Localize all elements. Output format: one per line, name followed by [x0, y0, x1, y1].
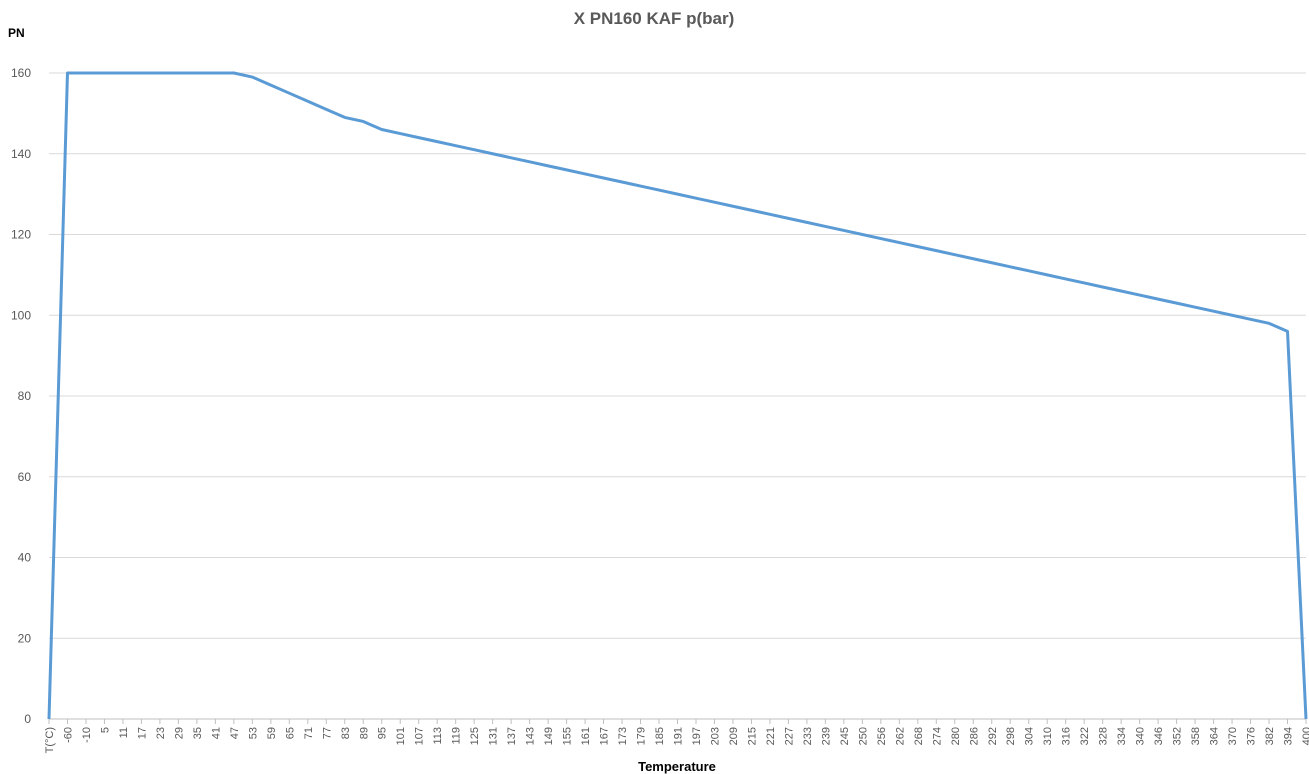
x-tick-label: 262 — [894, 727, 906, 745]
x-tick-label: 370 — [1227, 727, 1239, 745]
x-tick-label: 364 — [1209, 727, 1221, 745]
gridlines — [49, 72, 1306, 720]
series-line — [47, 71, 1308, 720]
x-tick-labels: T(°C) -60 -10 5 11 17 23 29 35 41 47 53 59 65 71 77 83 89… — [44, 719, 1309, 753]
x-tick-label: 143 — [525, 727, 537, 745]
x-tick-label: 23 — [155, 727, 167, 739]
x-tick-label: 95 — [377, 727, 389, 739]
x-tick-label: 17 — [136, 727, 148, 739]
x-tick-label: 334 — [1116, 727, 1128, 745]
x-tick-label: 29 — [173, 727, 185, 739]
x-tick-label: 280 — [950, 727, 962, 745]
x-tick-label: 47 — [229, 727, 241, 739]
x-tick-label: 209 — [728, 727, 740, 745]
x-tick-label: 173 — [617, 727, 629, 745]
y-tick-label: 20 — [18, 631, 32, 645]
x-tick-label: 268 — [913, 727, 925, 745]
x-tick-label: 221 — [765, 727, 777, 745]
x-tick-label: 83 — [340, 727, 352, 739]
x-tick-label: 179 — [636, 727, 648, 745]
x-tick-label: 352 — [1172, 727, 1184, 745]
x-tick-label: 5 — [99, 727, 111, 733]
x-tick-label: 161 — [580, 727, 592, 745]
x-tick-label: 53 — [247, 727, 259, 739]
x-tick-label: 394 — [1283, 727, 1295, 745]
x-tick-label: -60 — [62, 727, 74, 743]
x-tick-label: 256 — [876, 727, 888, 745]
x-tick-label: 376 — [1246, 727, 1258, 745]
x-tick-label: 119 — [451, 727, 463, 745]
x-tick-label: -10 — [81, 727, 93, 743]
chart-title: X PN160 KAF p(bar) — [574, 9, 735, 28]
x-tick-label: 89 — [358, 727, 370, 739]
x-tick-label: 274 — [931, 727, 943, 745]
x-tick-label: 167 — [599, 727, 611, 745]
x-tick-label: 233 — [802, 727, 814, 745]
x-tick-label: 191 — [673, 727, 685, 745]
x-tick-label: 11 — [118, 727, 130, 738]
x-tick-label: 59 — [266, 727, 278, 739]
y-tick-label: 80 — [18, 389, 32, 403]
y-tick-label: 100 — [11, 308, 31, 322]
x-tick-label: 185 — [654, 727, 666, 745]
x-tick-label: 346 — [1153, 727, 1165, 745]
x-tick-label: 137 — [506, 727, 518, 745]
x-tick-label: 203 — [709, 727, 721, 745]
x-tick-label: 71 — [303, 727, 315, 739]
x-tick-label: 250 — [857, 727, 869, 745]
y-tick-label: 60 — [18, 470, 32, 484]
x-tick-label: 197 — [691, 727, 703, 745]
x-tick-label: 77 — [321, 727, 333, 739]
x-tick-label: 125 — [469, 727, 481, 745]
x-tick-label: 358 — [1190, 727, 1202, 745]
x-tick-label: T(°C) — [44, 727, 56, 753]
x-tick-label: 382 — [1264, 727, 1276, 745]
y-tick-label: 160 — [11, 66, 31, 80]
x-tick-label: 316 — [1061, 727, 1073, 745]
x-tick-label: 155 — [562, 727, 574, 745]
x-tick-label: 310 — [1042, 727, 1054, 745]
x-tick-label: 113 — [432, 727, 444, 745]
y-tick-label: 140 — [11, 147, 31, 161]
y-tick-label: 40 — [18, 551, 32, 565]
y-tick-label: 120 — [11, 228, 31, 242]
x-tick-label: 245 — [839, 727, 851, 745]
x-tick-label: 322 — [1079, 727, 1091, 745]
x-tick-label: 400 — [1301, 727, 1309, 745]
x-tick-label: 101 — [395, 727, 407, 745]
x-tick-label: 35 — [192, 727, 204, 739]
x-tick-label: 131 — [488, 727, 500, 745]
x-tick-label: 239 — [820, 727, 832, 745]
x-tick-label: 304 — [1024, 727, 1036, 745]
x-tick-label: 227 — [783, 727, 795, 745]
x-tick-label: 65 — [284, 727, 296, 739]
y-tick-labels: 0 20 40 60 80 100 120 140 160 — [11, 66, 31, 726]
y-tick-label: 0 — [24, 712, 31, 726]
x-tick-label: 292 — [987, 727, 999, 745]
x-tick-label: 328 — [1098, 727, 1110, 745]
x-tick-label: 41 — [210, 727, 222, 739]
x-tick-label: 340 — [1135, 727, 1147, 745]
x-tick-label: 149 — [543, 727, 555, 745]
y-axis-label: PN — [8, 26, 25, 40]
x-axis-label: Temperature — [638, 759, 716, 774]
x-tick-label: 298 — [1005, 727, 1017, 745]
x-tick-label: 107 — [414, 727, 426, 745]
x-tick-label: 286 — [968, 727, 980, 745]
series-layer — [47, 71, 1308, 720]
x-tick-label: 215 — [746, 727, 758, 745]
